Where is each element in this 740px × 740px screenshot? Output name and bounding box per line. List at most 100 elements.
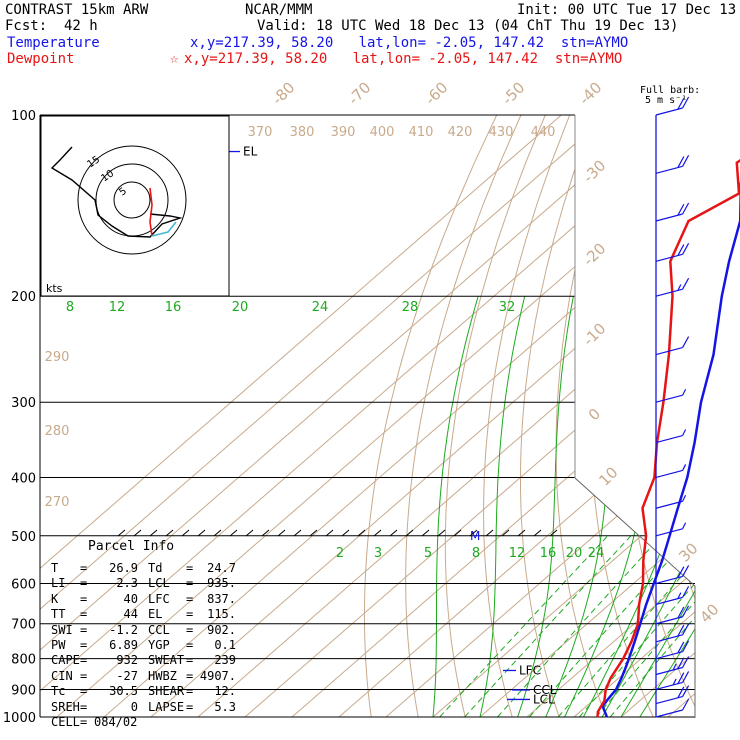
dry-adiabat-line <box>483 114 571 718</box>
theta-label: 370 <box>248 125 273 140</box>
wind-barb-flag <box>682 586 690 598</box>
isotherm-line <box>40 114 695 718</box>
dewpoint-marker-icon: ☆ <box>170 51 179 67</box>
theta-label: 400 <box>370 125 395 140</box>
freezing-tick <box>533 529 542 537</box>
parcel-cell-5-3: YGP <box>148 638 170 652</box>
parcel-cell-6-4: = <box>186 653 194 668</box>
wind-barb-half <box>672 678 677 686</box>
isotherm-line <box>291 114 695 718</box>
parcel-cell-1-0: LI <box>51 576 66 591</box>
freezing-tick <box>261 529 270 537</box>
wind-barb-flag <box>682 336 690 348</box>
parcel-cell-10-1: = <box>80 715 88 729</box>
wind-barb-unit: 5 m s⁻¹ <box>645 95 688 106</box>
dewpoint-profile <box>596 158 740 718</box>
isotherm-line <box>620 114 695 718</box>
pressure-tick-label: 400 <box>11 471 36 486</box>
wind-barb-shaft <box>655 346 683 356</box>
freezing-tick <box>229 529 238 537</box>
level-label-el: EL <box>243 145 258 159</box>
dry-adiabat-line <box>520 114 595 718</box>
parcel-cell-6-0: CAPE <box>51 653 80 668</box>
parcel-cell-2-2: 40 <box>123 591 138 606</box>
mixing-ratio-label: 24 <box>588 546 605 561</box>
pressure-tick-label: 500 <box>11 530 36 545</box>
wind-barb-flag <box>682 96 690 109</box>
mixing-ratio-label: 16 <box>165 300 182 315</box>
isotherm-line <box>150 114 695 718</box>
parcel-cell-7-4: = <box>186 668 194 683</box>
moist-adiabat-line <box>639 296 695 718</box>
mixing-ratio-label: 32 <box>499 300 516 315</box>
parcel-cell-4-0: SWI <box>51 622 73 637</box>
parcel-cell-7-5: 4907. <box>199 668 236 683</box>
wind-barb-shaft <box>655 434 683 444</box>
parcel-cell-9-0: SREH <box>51 699 80 714</box>
mixing-ratio-label: 8 <box>66 300 74 315</box>
wind-barb-flag <box>682 671 690 683</box>
parcel-cell-8-2: 30.5 <box>109 684 138 699</box>
freezing-tick <box>165 529 174 537</box>
pressure-tick-label: 900 <box>11 683 36 698</box>
wind-barb-flag <box>677 641 685 654</box>
theta-label: 380 <box>290 125 315 140</box>
wind-barb-half <box>682 388 687 396</box>
isotherm-label: -40 <box>575 78 605 108</box>
mixing-ratio-label: 20 <box>232 300 249 315</box>
freezing-tick <box>421 529 430 537</box>
dry-adiabat-line <box>718 115 740 717</box>
freezing-tick <box>149 529 158 537</box>
right-border-slant <box>574 477 696 587</box>
wind-barb-flag <box>677 624 685 637</box>
freezing-tick <box>277 529 286 537</box>
parcel-cell-8-0: Tc <box>51 684 66 699</box>
wind-barb-flag <box>677 156 685 168</box>
mixing-ratio-label: 2 <box>336 546 344 561</box>
org-title: NCAR/MMM <box>245 2 313 18</box>
valid-time: Valid: 18 UTC Wed 18 Dec 13 (04 ChT Thu … <box>257 18 679 34</box>
wind-barb-flag <box>682 698 690 711</box>
isotherm-label: 30 <box>675 539 701 565</box>
fcst-value: 42 h <box>64 18 98 34</box>
parcel-cell-0-4: = <box>186 561 194 575</box>
moist-adiabat-line <box>582 296 695 718</box>
parcel-cell-5-1: = <box>80 638 88 652</box>
wind-barb-flag <box>677 672 685 684</box>
wind-barb-half <box>682 464 687 471</box>
parcel-cell-6-5: 239 <box>214 653 236 668</box>
parcel-cell-2-1: = <box>80 591 88 606</box>
temperature-legend-label: Temperature <box>7 35 100 51</box>
parcel-cell-5-4: = <box>186 638 194 652</box>
wind-barb-flag <box>677 657 685 670</box>
theta-label: 280 <box>45 424 70 439</box>
isotherm-line <box>56 114 695 718</box>
hodograph-ring-label: 5 <box>117 186 129 199</box>
freezing-tick <box>389 529 398 537</box>
mixing-ratio-label: 12 <box>109 300 126 315</box>
wind-barb-half <box>682 522 687 530</box>
parcel-cell-3-5: 115. <box>207 607 236 622</box>
freezing-tick <box>517 529 526 537</box>
isotherm-label: -80 <box>268 78 298 108</box>
mixing-ratio-label: 8 <box>472 546 480 561</box>
moist-adiabat-line <box>432 296 479 718</box>
parcel-cell-4-2: -1.2 <box>109 622 138 637</box>
isotherm-label: -60 <box>421 78 451 108</box>
parcel-cell-5-5: 0.1 <box>214 638 236 652</box>
wind-barb-half <box>677 592 682 599</box>
freezing-tick <box>453 529 462 537</box>
parcel-cell-3-1: = <box>80 607 88 622</box>
isotherm-label: 40 <box>696 600 722 626</box>
level-label-ccl: CCL <box>533 683 557 697</box>
wind-barb-shaft <box>655 469 683 479</box>
parcel-cell-4-5: 902. <box>207 622 236 637</box>
parcel-cell-7-2: -27 <box>116 668 138 683</box>
freezing-tick <box>437 529 446 537</box>
isotherm-line <box>338 114 695 718</box>
parcel-cell-2-3: LFC <box>148 591 170 606</box>
wind-barb-flag <box>682 243 690 255</box>
pressure-tick-label: 600 <box>11 577 36 592</box>
dewpoint-legend-label: Dewpoint <box>7 51 75 67</box>
isotherm-line <box>479 114 695 718</box>
